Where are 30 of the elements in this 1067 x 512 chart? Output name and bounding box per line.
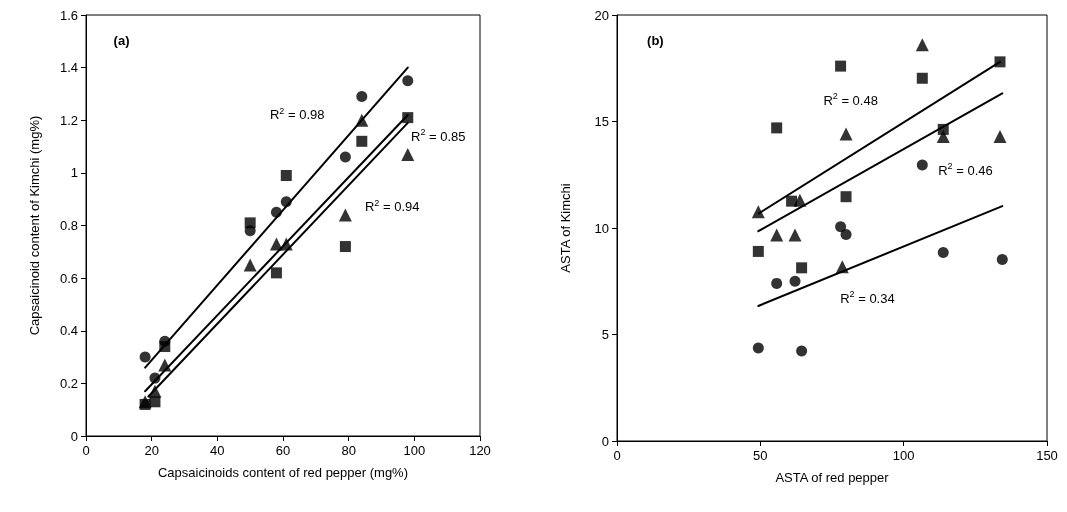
x-tick-label: 80 bbox=[341, 443, 356, 458]
y-tick-label: 1.2 bbox=[59, 112, 78, 128]
annotation: (a) bbox=[113, 32, 130, 48]
y-tick-label: 20 bbox=[594, 7, 609, 23]
y-tick-label: 0.2 bbox=[59, 375, 78, 391]
x-tick-label: 20 bbox=[144, 443, 159, 458]
x-tick-label: 150 bbox=[1036, 448, 1058, 463]
x-axis-title: Capsaicinoids content of red pepper (mg%) bbox=[157, 465, 409, 480]
y-tick-label: 0 bbox=[70, 428, 78, 444]
x-tick-label: 120 bbox=[469, 443, 491, 458]
annotation: (b) bbox=[647, 33, 664, 49]
x-tick-label: 50 bbox=[753, 448, 768, 463]
x-tick-label: 100 bbox=[403, 443, 426, 458]
x-tick-label: 40 bbox=[210, 443, 225, 458]
y-axis-title: Capsaicinoid content of Kimchi (mg%) bbox=[27, 115, 42, 336]
y-tick-label: 0.6 bbox=[59, 270, 78, 286]
y-axis-title: ASTA of Kimchi bbox=[558, 183, 573, 273]
y-tick-label: 1.4 bbox=[59, 60, 78, 76]
x-tick-label: 60 bbox=[275, 443, 291, 458]
y-tick-label: 0.4 bbox=[59, 323, 78, 339]
y-tick-label: 1.6 bbox=[59, 7, 78, 23]
x-axis-title: ASTA of red pepper bbox=[775, 470, 890, 485]
y-tick-label: 10 bbox=[594, 220, 609, 236]
x-tick-label: 0 bbox=[613, 448, 621, 463]
x-tick-label: 100 bbox=[892, 448, 915, 463]
y-tick-label: 1 bbox=[70, 165, 78, 181]
y-tick-label: 0.8 bbox=[59, 218, 78, 233]
x-tick-label: 0 bbox=[82, 443, 90, 458]
y-tick-label: 5 bbox=[601, 327, 609, 342]
y-tick-label: 15 bbox=[594, 114, 609, 129]
